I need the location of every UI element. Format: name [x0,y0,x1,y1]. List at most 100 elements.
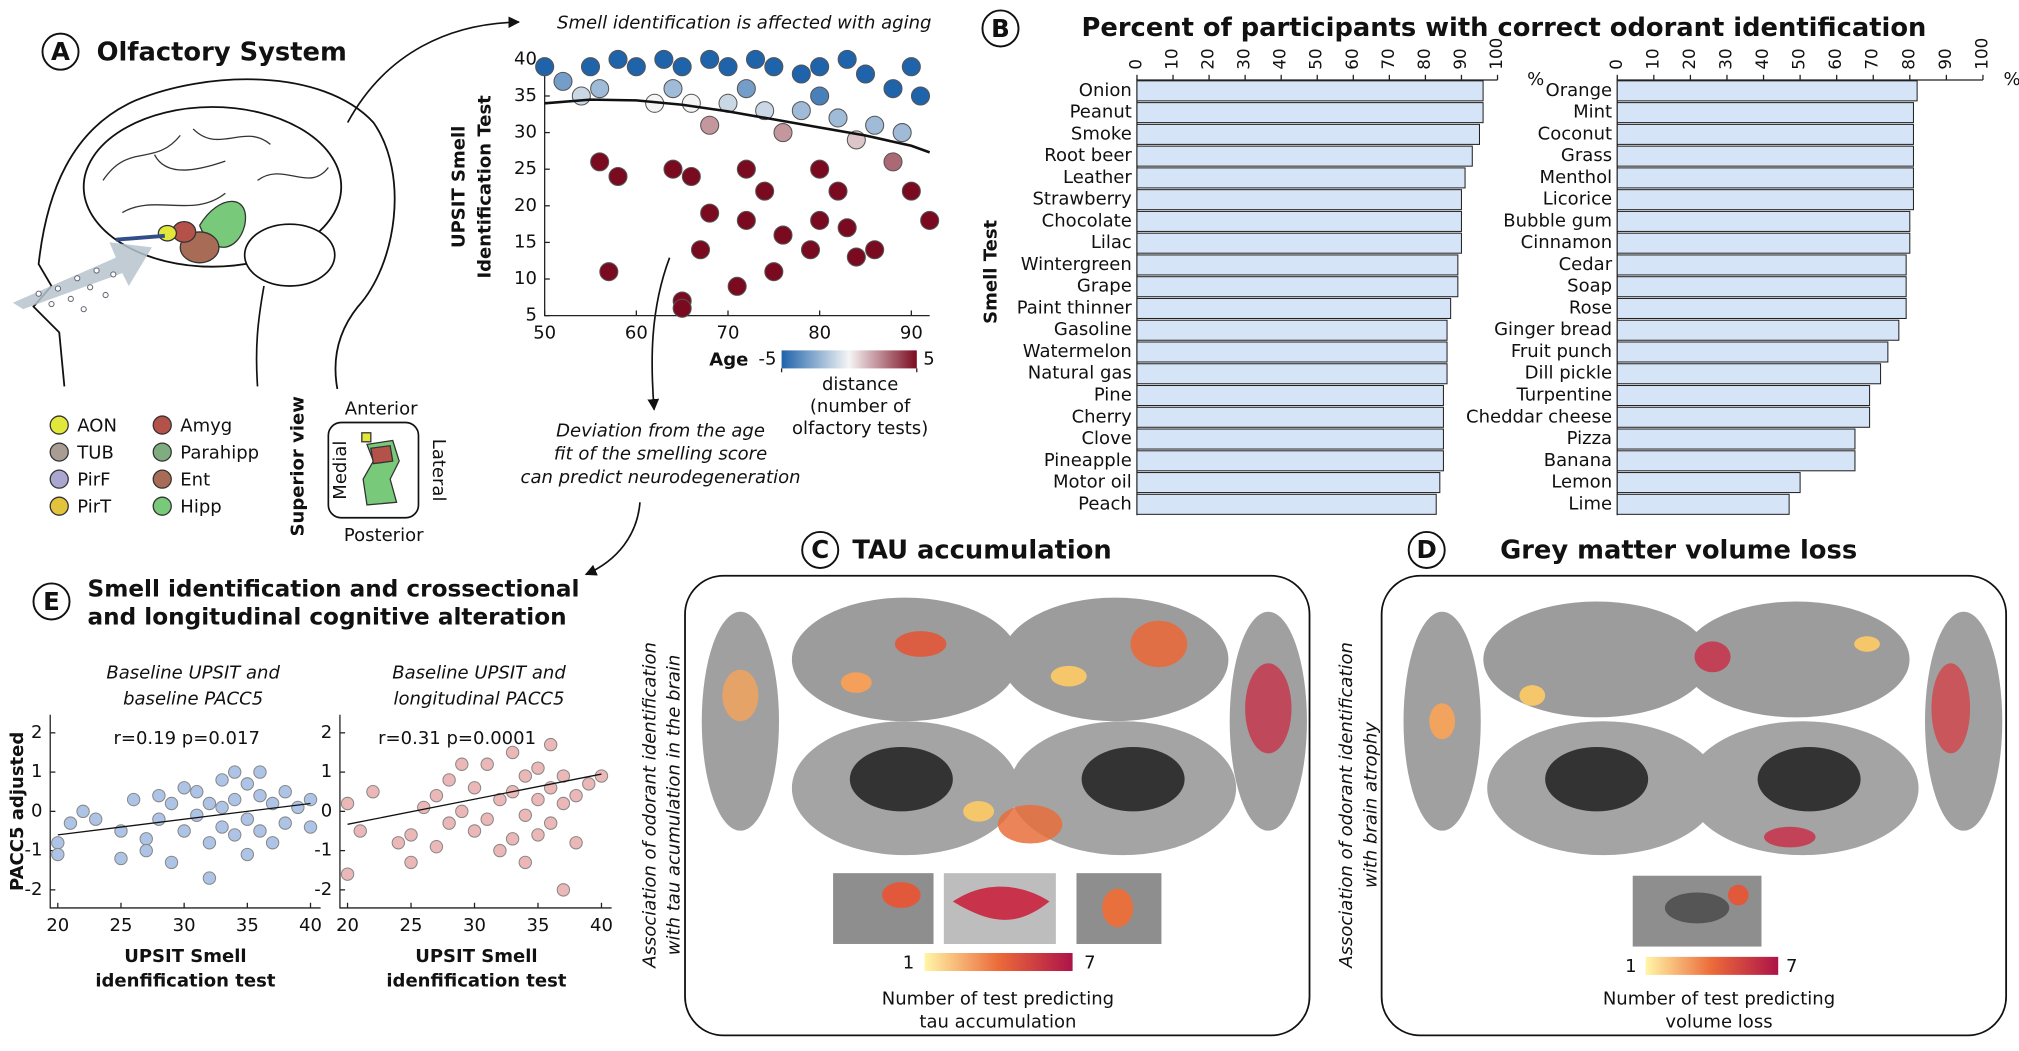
annotation: fit of the smelling score [554,444,767,465]
bar [1616,406,1871,428]
y-tick-label: 35 [514,85,537,106]
point [202,836,217,850]
legend-label: Hipp [180,496,221,517]
head-outline [32,78,396,390]
point [76,804,90,819]
annotation: r=0.19 p=0.017 [113,728,259,749]
category-label: Pine [1094,385,1132,406]
point [531,761,545,775]
legend-label: PirT [77,496,112,517]
bar [1136,319,1448,341]
y-tick-label: -2 [314,879,332,900]
x-tick-label: 70 [717,323,740,344]
odor-dots [35,267,117,313]
point [253,788,267,803]
y-tick-label: -2 [25,879,43,900]
point [594,769,609,783]
point [690,240,711,260]
x-label: Age [709,350,748,371]
odor-arrow [12,242,152,310]
category-label: Peach [1078,493,1132,514]
category-label: Cheddar cheese [1466,406,1612,427]
colorbar-tick-label: 5 [923,348,934,369]
bar [1616,167,1914,189]
x-tick-label: 40 [299,915,322,936]
point [535,57,555,77]
x-tick-label: 20 [46,915,69,936]
point [253,824,267,838]
point [164,796,179,811]
y-label: UPSIT Smell [449,126,470,248]
category-label: Strawberry [1032,189,1132,210]
point [901,57,921,77]
panel-letter: A [51,37,70,66]
point [190,808,204,822]
x-tick-label: 0 [1606,59,1626,70]
point [828,181,848,201]
point [810,57,830,77]
arrow [647,257,671,411]
point [837,49,857,69]
category-label: Menthol [1540,167,1613,188]
bar [1616,123,1914,145]
label: (number of [810,396,911,417]
panel-c: C TAU accumulation Association of odoran… [639,530,1311,1037]
point [700,115,720,135]
legend-label: PirF [77,469,110,490]
point [663,79,683,99]
annotation: r=0.31 p=0.0001 [378,728,536,749]
annotation: can predict neurodegeneration [521,467,801,488]
point [278,785,292,799]
colorbar-label: Number of test predicting [882,988,1114,1009]
bar [1616,493,1790,515]
colorbar-label: Number of test predicting [1603,988,1835,1009]
axes [1616,79,1983,516]
point [764,262,784,282]
panel-a: A Olfactory System AON TUB PirF PirT Amyg Par… [12,16,671,576]
category-label: Licorice [1543,189,1612,210]
point [553,71,573,91]
bar [1616,254,1907,276]
x-tick-label: 20 [1198,48,1218,69]
x-tick-label: 70 [1862,48,1882,69]
y-tick-label: 10 [514,268,537,289]
point [455,757,469,771]
point [773,225,793,245]
legend-swatch [49,469,69,489]
colorbar [781,350,917,369]
arrow [584,502,641,576]
category-label: Pineapple [1044,450,1132,471]
bar [1136,167,1466,189]
point [608,166,628,187]
point [139,832,153,846]
point [228,828,242,842]
point [253,765,267,779]
x-tick-label: 50 [533,323,556,344]
point [480,812,494,826]
point [467,781,482,795]
point [901,181,921,201]
x-label: UPSIT Smell [415,946,537,967]
category-label: Orange [1546,80,1613,101]
y-tick-label: -1 [314,840,332,861]
axes [1136,79,1498,516]
point [442,773,456,787]
x-tick-label: 35 [236,915,259,936]
title: Percent of participants with correct odo… [1082,13,1927,43]
side-label: Association of odorant identification [639,642,660,969]
point [505,832,520,846]
x-tick-label: 25 [400,915,423,936]
category-label: Dill pickle [1525,363,1612,384]
legend-swatch [49,415,69,435]
category-label: Onion [1079,80,1132,101]
point [571,86,591,106]
panel-letter: D [1417,535,1437,564]
bar [1136,341,1448,363]
point [810,159,830,179]
category-label: Pizza [1567,428,1612,449]
x-tick-label: 100 [1486,38,1506,70]
point [654,49,674,69]
bar [1136,123,1480,145]
point [417,800,431,815]
x-tick-label: 40 [590,915,613,936]
